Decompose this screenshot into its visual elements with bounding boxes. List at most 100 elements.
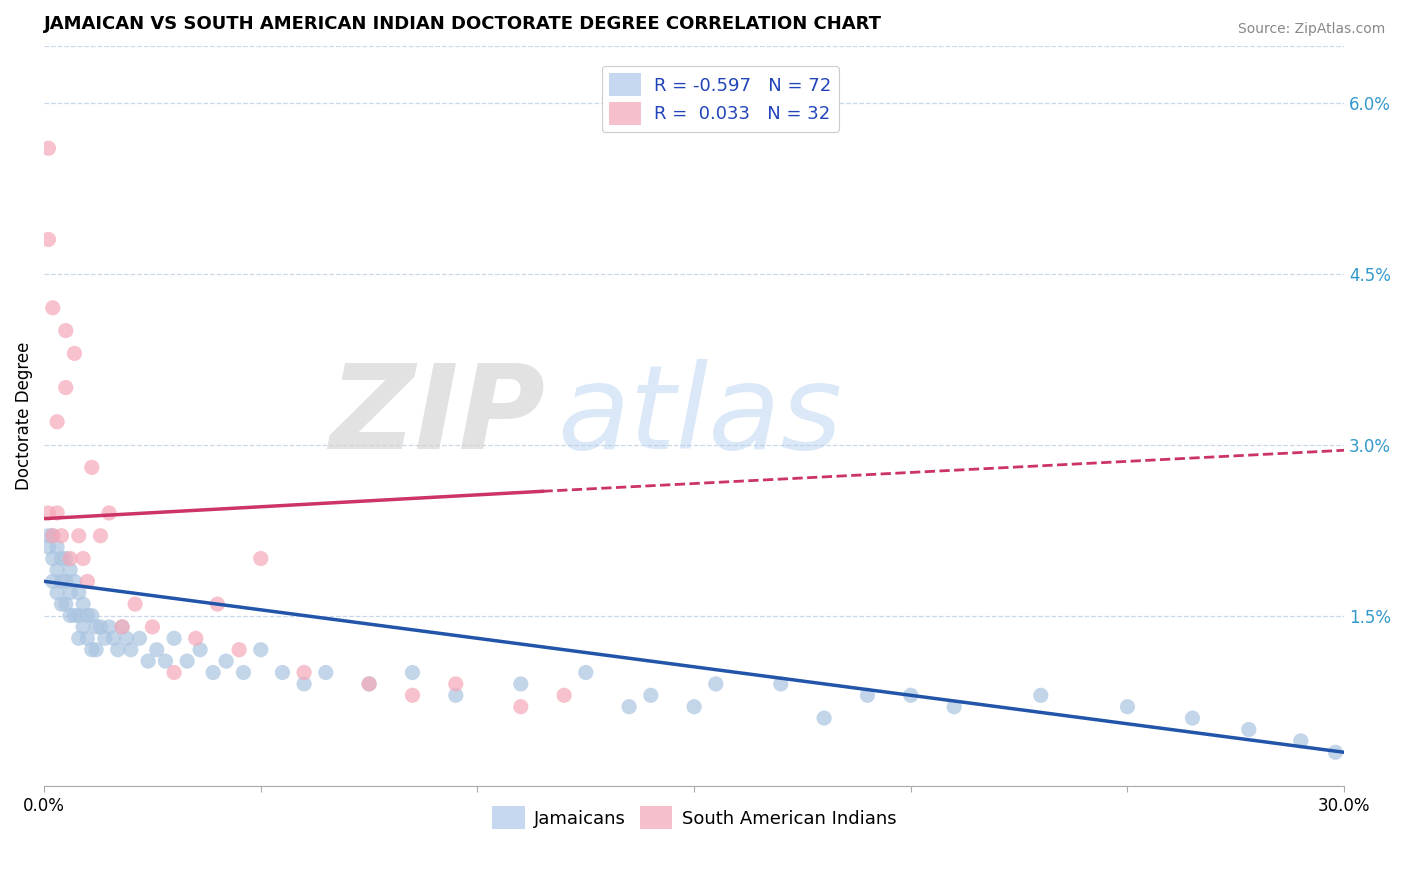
- Point: [163, 665, 186, 680]
- Point: [51, 551, 73, 566]
- Point: [115, 632, 138, 646]
- Point: [146, 642, 169, 657]
- Point: [98, 620, 121, 634]
- Point: [943, 699, 966, 714]
- Point: [228, 642, 250, 657]
- Point: [315, 665, 337, 680]
- Point: [80, 642, 103, 657]
- Point: [232, 665, 254, 680]
- Text: atlas: atlas: [558, 359, 842, 473]
- Legend: Jamaicans, South American Indians: Jamaicans, South American Indians: [485, 799, 903, 837]
- Point: [46, 506, 69, 520]
- Point: [59, 563, 82, 577]
- Point: [617, 699, 640, 714]
- Point: [444, 688, 467, 702]
- Point: [67, 608, 90, 623]
- Point: [856, 688, 879, 702]
- Point: [401, 665, 423, 680]
- Point: [1237, 723, 1260, 737]
- Point: [37, 232, 59, 246]
- Point: [271, 665, 294, 680]
- Point: [59, 608, 82, 623]
- Point: [89, 529, 111, 543]
- Point: [37, 540, 59, 554]
- Point: [553, 688, 575, 702]
- Point: [51, 529, 73, 543]
- Point: [76, 608, 98, 623]
- Point: [42, 529, 65, 543]
- Point: [509, 677, 531, 691]
- Point: [640, 688, 662, 702]
- Point: [59, 551, 82, 566]
- Point: [67, 585, 90, 599]
- Point: [37, 141, 59, 155]
- Point: [128, 632, 150, 646]
- Point: [444, 677, 467, 691]
- Point: [80, 460, 103, 475]
- Point: [46, 563, 69, 577]
- Point: [46, 415, 69, 429]
- Point: [111, 620, 134, 634]
- Point: [1324, 745, 1347, 759]
- Point: [76, 632, 98, 646]
- Point: [55, 551, 77, 566]
- Point: [107, 642, 129, 657]
- Point: [67, 632, 90, 646]
- Point: [359, 677, 381, 691]
- Point: [215, 654, 238, 668]
- Point: [1116, 699, 1139, 714]
- Y-axis label: Doctorate Degree: Doctorate Degree: [15, 342, 32, 491]
- Point: [401, 688, 423, 702]
- Point: [63, 574, 86, 589]
- Point: [176, 654, 198, 668]
- Point: [51, 574, 73, 589]
- Point: [292, 665, 315, 680]
- Point: [80, 608, 103, 623]
- Point: [124, 597, 146, 611]
- Point: [575, 665, 598, 680]
- Point: [72, 551, 94, 566]
- Point: [249, 551, 271, 566]
- Point: [42, 574, 65, 589]
- Point: [163, 632, 186, 646]
- Point: [51, 597, 73, 611]
- Point: [37, 529, 59, 543]
- Point: [120, 642, 142, 657]
- Text: ZIP: ZIP: [329, 359, 544, 474]
- Point: [63, 346, 86, 360]
- Point: [704, 677, 727, 691]
- Point: [1029, 688, 1052, 702]
- Point: [84, 620, 107, 634]
- Point: [1289, 734, 1312, 748]
- Point: [98, 506, 121, 520]
- Text: JAMAICAN VS SOUTH AMERICAN INDIAN DOCTORATE DEGREE CORRELATION CHART: JAMAICAN VS SOUTH AMERICAN INDIAN DOCTOR…: [44, 15, 882, 33]
- Point: [359, 677, 381, 691]
- Point: [94, 632, 117, 646]
- Point: [141, 620, 163, 634]
- Point: [111, 620, 134, 634]
- Point: [72, 620, 94, 634]
- Point: [59, 585, 82, 599]
- Point: [89, 620, 111, 634]
- Point: [72, 597, 94, 611]
- Point: [67, 529, 90, 543]
- Point: [509, 699, 531, 714]
- Point: [55, 574, 77, 589]
- Point: [188, 642, 211, 657]
- Point: [42, 529, 65, 543]
- Point: [249, 642, 271, 657]
- Point: [683, 699, 706, 714]
- Point: [84, 642, 107, 657]
- Point: [42, 301, 65, 315]
- Point: [46, 540, 69, 554]
- Text: Source: ZipAtlas.com: Source: ZipAtlas.com: [1237, 22, 1385, 37]
- Point: [1181, 711, 1204, 725]
- Point: [813, 711, 835, 725]
- Point: [769, 677, 792, 691]
- Point: [184, 632, 207, 646]
- Point: [46, 585, 69, 599]
- Point: [55, 324, 77, 338]
- Point: [136, 654, 159, 668]
- Point: [207, 597, 229, 611]
- Point: [55, 597, 77, 611]
